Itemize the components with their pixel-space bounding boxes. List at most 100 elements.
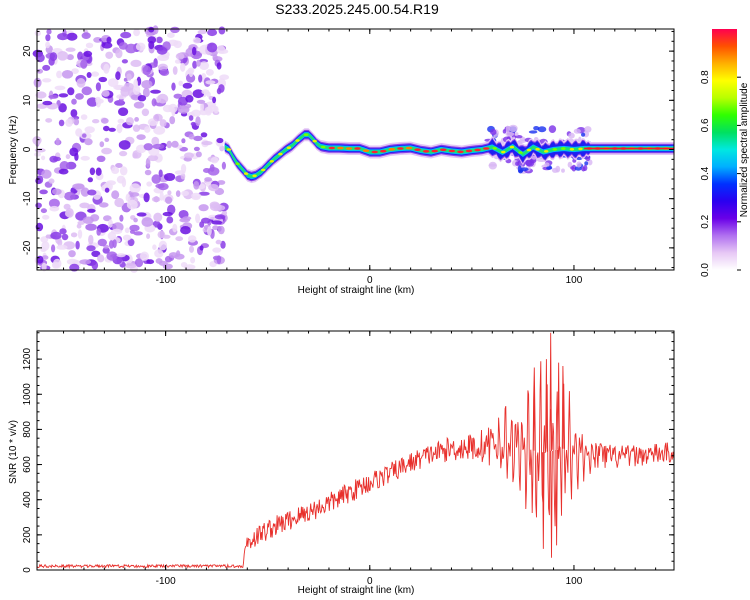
noise-blob (212, 255, 222, 261)
ridge-scatter (567, 161, 573, 168)
noise-blob (153, 113, 163, 122)
noise-blob (80, 114, 88, 120)
ridge-core (371, 150, 378, 154)
noise-blob (207, 226, 212, 236)
noise-blob (133, 231, 143, 236)
noise-blob (182, 82, 193, 89)
noise-blob (204, 106, 213, 114)
noise-blob (144, 169, 152, 176)
noise-blob (182, 216, 192, 221)
noise-blob (213, 105, 219, 114)
snr-panel: -100 0 100 0 200 400 600 800 1000 1200 Height of… (8, 330, 675, 596)
ridge-scatter (587, 159, 593, 166)
noise-blob (159, 119, 167, 127)
noise-blob (106, 36, 112, 44)
y-tick-label: 10 (22, 94, 33, 106)
snr-spike (555, 449, 558, 546)
noise-blob (108, 127, 116, 132)
y-tick-label: 0 (22, 146, 33, 152)
noise-blob (142, 65, 151, 76)
ridge-scatter (548, 125, 557, 133)
noise-blob (101, 42, 113, 49)
noise-blob (119, 150, 128, 157)
noise-blob (99, 202, 109, 208)
ridge-scatter (573, 128, 581, 134)
noise-blob (141, 80, 153, 89)
noise-blob (130, 59, 142, 67)
x-tick-label: 100 (566, 275, 583, 286)
noise-blob (40, 236, 49, 243)
ridge-scatter (581, 166, 586, 172)
noise-blob (174, 59, 181, 64)
noise-blob (42, 78, 52, 83)
noise-blob (146, 181, 153, 187)
snr-line (36, 361, 675, 570)
noise-blob (58, 168, 69, 175)
ridge-scatter (488, 163, 497, 167)
noise-blob (66, 258, 79, 265)
noise-blob (221, 210, 228, 216)
noise-blob (219, 145, 225, 152)
noise-blob (195, 151, 202, 158)
noise-blob (87, 189, 97, 196)
noise-blob (116, 123, 123, 134)
noise-blob (89, 167, 96, 176)
noise-blob (105, 51, 114, 59)
noise-blob (56, 244, 68, 250)
noise-blob (216, 87, 222, 95)
noise-blob (181, 138, 186, 144)
noise-blob (173, 93, 183, 99)
ridge-core (354, 147, 361, 150)
noise-blob (57, 33, 69, 41)
noise-blob (180, 262, 188, 268)
noise-blob (157, 93, 169, 104)
ridge-scatter (576, 161, 582, 168)
y-tick-label: 600 (22, 456, 33, 473)
ridge-core (261, 168, 266, 172)
ridge-core (492, 147, 497, 150)
ridge-core (483, 147, 490, 150)
noise-blob (125, 43, 137, 54)
noise-blob (42, 64, 51, 71)
snr-spike (550, 450, 553, 558)
y-tick-label: 1200 (22, 348, 33, 371)
noise-blob (102, 247, 110, 254)
ridge-core (422, 150, 430, 153)
noise-blob (33, 77, 42, 88)
noise-blob (72, 183, 85, 190)
noise-blob (103, 63, 110, 74)
noise-blob (221, 161, 226, 170)
noise-blob (169, 116, 176, 125)
noise-blob (45, 41, 51, 49)
noise-blob (151, 98, 157, 107)
noise-blob (100, 117, 109, 124)
noise-blob (153, 212, 163, 222)
noise-blob (41, 155, 46, 161)
noise-blob (190, 256, 196, 264)
y-tick-label: -20 (22, 240, 33, 255)
snr-spike (557, 362, 560, 450)
noise-blob (85, 42, 94, 49)
ridge-scatter (508, 124, 518, 133)
noise-blob (199, 245, 204, 251)
ridge-scatter (546, 166, 553, 170)
ridge-scatter (517, 165, 522, 173)
spectrogram-y-label: Frequency (Hz) (8, 116, 19, 185)
noise-blob (192, 46, 197, 56)
noise-blob (180, 62, 186, 72)
colorbar: 0.0 0.2 0.4 0.6 0.8 Normalized spectral ampl… (700, 29, 750, 277)
noise-blob (132, 152, 138, 159)
noise-blob (144, 126, 151, 133)
noise-blob (196, 99, 206, 104)
noise-blob (46, 29, 52, 35)
noise-blob (188, 68, 194, 78)
noise-blob (159, 191, 164, 201)
noise-blob (53, 156, 61, 162)
noise-blob (101, 90, 110, 97)
noise-blob (82, 216, 94, 224)
ridge-scatter (537, 126, 547, 133)
ridge-core (269, 160, 274, 163)
noise-blob (55, 137, 60, 146)
noise-blob (40, 247, 47, 252)
noise-blob (156, 36, 163, 44)
